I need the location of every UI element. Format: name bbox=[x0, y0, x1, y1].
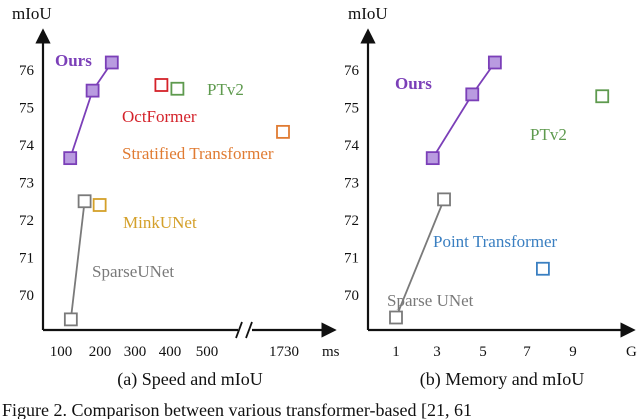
panel-a-x-ticks: 100 200 300 400 500 1730 bbox=[50, 344, 299, 360]
ptv2-label: PTv2 bbox=[207, 80, 244, 99]
sparseunet-point bbox=[63, 312, 78, 327]
panel-b-subtitle: (b) Memory and mIoU bbox=[420, 369, 584, 390]
x-tick-label: 7 bbox=[523, 344, 531, 360]
y-tick-label: 70 bbox=[344, 288, 359, 304]
x-tick-label: 100 bbox=[50, 344, 73, 360]
y-tick-label: 76 bbox=[19, 63, 35, 79]
minkunet-label: MinkUNet bbox=[123, 213, 197, 232]
panel-a-subtitle: (a) Speed and mIoU bbox=[117, 369, 262, 390]
sparseunet-line bbox=[69, 201, 86, 320]
y-tick-label: 73 bbox=[19, 176, 34, 192]
y-tick-label: 75 bbox=[344, 101, 359, 117]
minkunet-point bbox=[92, 198, 107, 212]
y-tick-label: 75 bbox=[19, 101, 34, 117]
figure-caption: Figure 2. Comparison between various tra… bbox=[2, 400, 472, 419]
sparse-unet-line bbox=[395, 199, 445, 318]
x-tick-label: 1 bbox=[392, 344, 400, 360]
panel-a-y-ticks: 70 71 72 73 74 75 76 bbox=[19, 63, 35, 304]
ours-line bbox=[431, 61, 496, 159]
panel-b-points bbox=[389, 55, 610, 325]
panel-b-labels: Ours Sparse UNet Point Transformer PTv2 bbox=[387, 74, 567, 310]
y-tick-label: 70 bbox=[19, 288, 34, 304]
panel-a-xlabel: ms bbox=[322, 344, 340, 360]
x-tick-label: 1730 bbox=[269, 344, 299, 360]
x-tick-label: 3 bbox=[433, 344, 441, 360]
sparseunet-label: SparseUNet bbox=[92, 262, 174, 281]
stratified-transformer-label: Stratified Transformer bbox=[122, 144, 274, 163]
octformer-point bbox=[154, 78, 169, 92]
x-tick-label: 300 bbox=[124, 344, 147, 360]
x-tick-label: 500 bbox=[196, 344, 219, 360]
y-tick-label: 74 bbox=[19, 138, 35, 154]
x-tick-label: 5 bbox=[479, 344, 487, 360]
ptv2-point bbox=[170, 81, 185, 96]
panel-a-ylabel: mIoU bbox=[12, 4, 52, 23]
y-tick-label: 72 bbox=[19, 213, 34, 229]
ptv2-label: PTv2 bbox=[530, 125, 567, 144]
y-tick-label: 71 bbox=[344, 251, 359, 267]
axis-break-mark bbox=[235, 321, 243, 339]
ours-label: Ours bbox=[395, 74, 432, 93]
ours-point bbox=[487, 55, 502, 70]
y-tick-label: 74 bbox=[344, 138, 360, 154]
stratified-transformer-point bbox=[276, 124, 290, 139]
sparse-unet-label: Sparse UNet bbox=[387, 291, 474, 310]
sparseunet-point bbox=[77, 194, 92, 209]
ours-point bbox=[465, 87, 480, 102]
panel-b-axes bbox=[360, 28, 636, 338]
x-tick-label: 9 bbox=[569, 344, 577, 360]
panel-a-axes bbox=[35, 28, 337, 339]
ours-label: Ours bbox=[55, 51, 92, 70]
panel-b-y-ticks: 70 71 72 73 74 75 76 bbox=[344, 63, 360, 304]
panel-b-lines bbox=[395, 61, 496, 318]
point-transformer-point bbox=[536, 261, 550, 276]
point-transformer-label: Point Transformer bbox=[433, 232, 558, 251]
panel-b-ylabel: mIoU bbox=[348, 4, 388, 23]
panel-a-points bbox=[63, 55, 290, 327]
y-tick-label: 73 bbox=[344, 176, 359, 192]
ours-point bbox=[104, 55, 119, 70]
panel-b-xlabel: G bbox=[626, 344, 637, 360]
ours-point bbox=[425, 151, 440, 166]
ours-line bbox=[69, 61, 113, 159]
x-tick-label: 200 bbox=[89, 344, 112, 360]
x-tick-label: 400 bbox=[159, 344, 182, 360]
sparse-unet-point bbox=[389, 310, 403, 325]
axis-break-mark bbox=[245, 321, 253, 339]
y-tick-label: 71 bbox=[19, 251, 34, 267]
octformer-label: OctFormer bbox=[122, 107, 197, 126]
ptv2-point bbox=[595, 89, 610, 104]
ours-point bbox=[85, 83, 100, 98]
y-tick-label: 76 bbox=[344, 63, 360, 79]
sparse-unet-point bbox=[437, 192, 451, 207]
y-tick-label: 72 bbox=[344, 213, 359, 229]
panel-b-x-ticks: 1 3 5 7 9 bbox=[392, 344, 577, 360]
ours-point bbox=[63, 151, 78, 166]
panel-a-labels: Ours SparseUNet MinkUNet OctFormer PTv2 Strat… bbox=[55, 51, 274, 281]
